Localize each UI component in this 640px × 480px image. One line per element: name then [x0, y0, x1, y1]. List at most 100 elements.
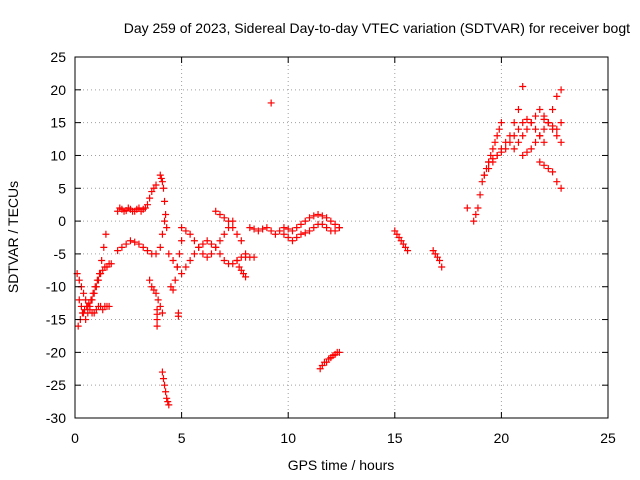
y-tick-label: -20 [46, 344, 66, 360]
data-point [207, 250, 215, 258]
data-point [549, 122, 557, 130]
series-arc-16 [280, 220, 343, 245]
data-point [553, 125, 561, 133]
data-point [510, 119, 518, 127]
data-point [463, 204, 471, 212]
series-arc-26 [519, 86, 565, 159]
data-point [190, 237, 198, 245]
data-point [489, 145, 497, 153]
x-tick-labels: 0 5 10 15 20 25 [71, 430, 616, 446]
data-point [493, 132, 501, 140]
data-point [139, 243, 147, 251]
data-point [156, 243, 164, 251]
data-point [327, 217, 335, 225]
data-point [250, 253, 258, 261]
data-point [216, 237, 224, 245]
data-point [553, 132, 561, 140]
data-point [557, 138, 565, 146]
data-point [186, 256, 194, 264]
data-point [284, 225, 292, 233]
data-point [182, 263, 190, 271]
data-point [82, 316, 90, 324]
plot-frame [74, 56, 609, 419]
data-point [164, 398, 172, 406]
data-point [156, 171, 164, 179]
series-arc-12 [212, 207, 250, 258]
data-point [165, 401, 173, 409]
data-point [80, 289, 88, 297]
data-point [186, 230, 194, 238]
data-point [158, 309, 166, 317]
data-point [540, 125, 548, 133]
data-point [489, 155, 497, 163]
series-arc-6 [146, 276, 166, 317]
data-point [143, 201, 151, 209]
data-point [544, 165, 552, 173]
data-point [540, 161, 548, 169]
series-arc-11 [178, 217, 237, 261]
data-point [297, 230, 305, 238]
data-point [175, 250, 183, 258]
data-point [438, 263, 446, 271]
data-point [536, 132, 544, 140]
data-point [519, 83, 527, 91]
data-point [310, 212, 318, 220]
data-point [77, 302, 85, 310]
data-point [161, 197, 169, 205]
x-tick-label: 10 [280, 430, 296, 446]
data-point [163, 224, 171, 232]
y-tick-label: 0 [58, 213, 66, 229]
data-point [216, 250, 224, 258]
y-tick-label: -30 [46, 410, 66, 426]
data-point [178, 270, 186, 278]
data-point [216, 211, 224, 219]
data-point [288, 227, 296, 235]
data-point [470, 217, 478, 225]
series-arc-5 [114, 217, 169, 258]
data-point [146, 194, 154, 202]
y-tick-label: 15 [50, 115, 66, 131]
data-point [159, 184, 167, 192]
data-point [94, 276, 102, 284]
data-point [178, 237, 186, 245]
data-point [527, 119, 535, 127]
data-point [497, 119, 505, 127]
data-point [485, 158, 493, 166]
data-point [478, 178, 486, 186]
data-point [306, 214, 314, 222]
y-tick-label: 5 [58, 180, 66, 196]
data-point [220, 230, 228, 238]
x-tick-label: 0 [71, 430, 79, 446]
data-point [474, 204, 482, 212]
data-point [532, 138, 540, 146]
data-point [126, 237, 134, 245]
data-point [102, 230, 110, 238]
y-tick-label: -5 [54, 246, 67, 262]
data-point [519, 132, 527, 140]
chart-title: Day 259 of 2023, Sidereal Day-to-day VTE… [124, 20, 630, 36]
data-point [284, 234, 292, 241]
y-tick-label: -25 [46, 377, 66, 393]
data-point [306, 227, 314, 235]
data-point [519, 119, 527, 127]
data-point [314, 211, 322, 219]
data-point [105, 302, 113, 310]
data-point [153, 316, 161, 324]
data-point [161, 381, 169, 389]
data-point [152, 289, 160, 297]
data-point [502, 145, 510, 153]
data-point [540, 138, 548, 146]
data-point [174, 312, 182, 320]
data-point [271, 230, 279, 238]
data-point [404, 247, 412, 255]
data-point [532, 112, 540, 120]
data-point [510, 145, 518, 153]
data-point [242, 250, 250, 258]
data-point [161, 217, 169, 225]
data-point [250, 225, 258, 233]
data-point [523, 125, 531, 133]
series-arc-3 [75, 260, 115, 324]
data-point [207, 240, 215, 248]
y-tick-label: 10 [50, 147, 66, 163]
